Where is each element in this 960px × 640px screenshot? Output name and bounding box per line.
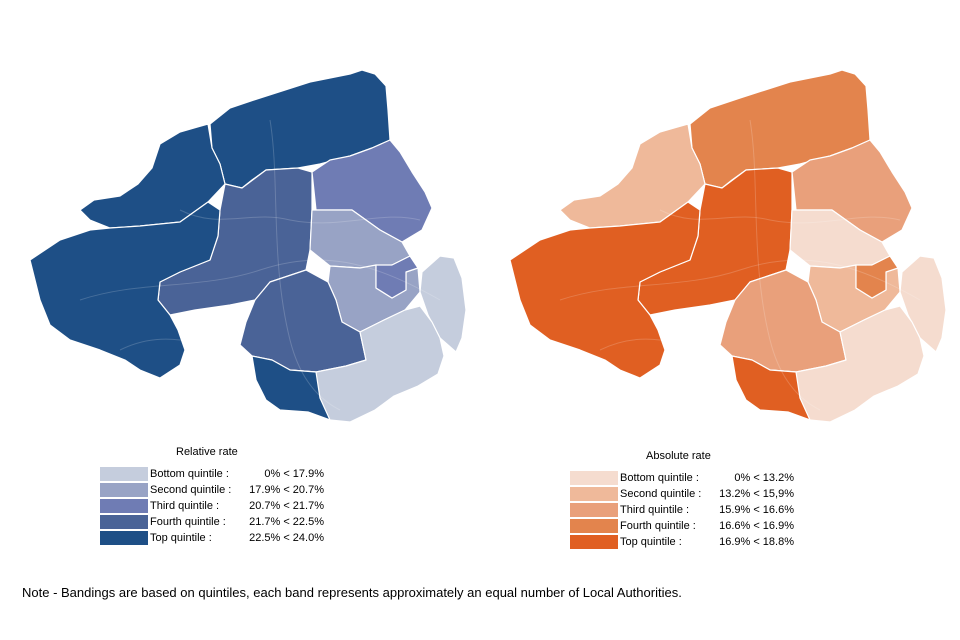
legend-row: Fourth quintile : 16.6% < 16.9% — [570, 518, 794, 533]
absolute-rate-legend: Absolute rate Bottom quintile : 0% < 13.… — [570, 450, 794, 550]
legend-label: Bottom quintile : — [150, 467, 229, 480]
legend-row: Third quintile : 15.9% < 16.6% — [570, 502, 794, 517]
legend-range: 20.7% < 21.7% — [249, 499, 324, 512]
legend-label: Top quintile : — [620, 535, 682, 548]
legend-swatch — [570, 502, 618, 517]
legend-row: Top quintile : 22.5% < 24.0% — [100, 530, 324, 545]
region-belfast — [855, 255, 899, 299]
legend-range: 16.6% < 16.9% — [719, 519, 794, 532]
region-derry-strabane — [79, 123, 226, 229]
region-fermanagh-omagh — [29, 201, 221, 379]
legend-range: 22.5% < 24.0% — [249, 531, 324, 544]
legend-label: Bottom quintile : — [620, 471, 699, 484]
legend-range: 0% < 17.9% — [264, 467, 324, 480]
legend-range: 21.7% < 22.5% — [249, 515, 324, 528]
region-derry-strabane — [559, 123, 706, 229]
region-cross-border-south — [251, 355, 331, 421]
legend-range: 17.9% < 20.7% — [249, 483, 324, 496]
legend-label: Third quintile : — [620, 503, 690, 516]
legend-row: Second quintile : 13.2% < 15,9% — [570, 486, 794, 501]
relative-rate-map — [20, 60, 470, 440]
legend-label: Fourth quintile : — [150, 515, 226, 528]
legend-label: Top quintile : — [150, 531, 212, 544]
absolute-rate-map-svg — [509, 69, 947, 423]
legend-swatch — [570, 518, 618, 533]
legend-range: 0% < 13.2% — [734, 471, 794, 484]
legend-label: Third quintile : — [150, 499, 220, 512]
legend-row: Second quintile : 17.9% < 20.7% — [100, 482, 324, 497]
legend-row: Top quintile : 16.9% < 18.8% — [570, 534, 794, 549]
legend-swatch — [570, 534, 618, 549]
legend-label: Fourth quintile : — [620, 519, 696, 532]
legend-range: 15.9% < 16.6% — [719, 503, 794, 516]
legend-label: Second quintile : — [150, 483, 232, 496]
region-cross-border-south — [731, 355, 811, 421]
legend-swatch — [100, 514, 148, 529]
legend-swatch — [570, 486, 618, 501]
legend-swatch — [100, 466, 148, 481]
legend-row: Bottom quintile : 0% < 13.2% — [570, 470, 794, 485]
relative-rate-map-svg — [29, 69, 467, 423]
legend-range: 16.9% < 18.8% — [719, 535, 794, 548]
absolute-rate-map — [500, 60, 950, 440]
legend-swatch — [100, 482, 148, 497]
legend-range: 13.2% < 15,9% — [719, 487, 794, 500]
legend-row: Bottom quintile : 0% < 17.9% — [100, 466, 324, 481]
legend-label: Second quintile : — [620, 487, 702, 500]
legend-swatch — [100, 530, 148, 545]
legend-row: Third quintile : 20.7% < 21.7% — [100, 498, 324, 513]
legend-row: Fourth quintile : 21.7% < 22.5% — [100, 514, 324, 529]
region-fermanagh-omagh — [509, 201, 701, 379]
relative-rate-legend: Relative rate Bottom quintile : 0% < 17.… — [100, 446, 324, 546]
legend-title: Absolute rate — [646, 450, 711, 462]
legend-swatch — [100, 498, 148, 513]
footnote: Note - Bandings are based on quintiles, … — [22, 585, 682, 600]
legend-title: Relative rate — [176, 446, 238, 458]
legend-swatch — [570, 470, 618, 485]
region-belfast — [375, 255, 419, 299]
